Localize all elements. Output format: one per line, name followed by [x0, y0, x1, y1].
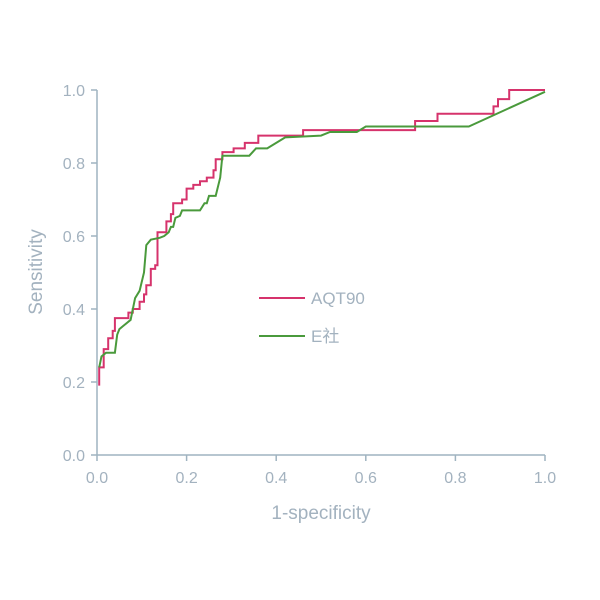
x-tick-label: 1.0	[534, 470, 556, 487]
x-tick-label: 0.4	[265, 470, 287, 487]
y-tick-label: 0.4	[63, 302, 85, 319]
x-ticks: 0.0 0.2 0.4 0.6 0.8 1.0	[86, 455, 556, 487]
series-lines	[98, 89, 546, 386]
y-ticks: 0.0 0.2 0.4 0.6 0.8 1.0	[63, 83, 97, 465]
series-line-e-company	[98, 90, 546, 368]
plot-area: 0.0 0.2 0.4 0.6 0.8 1.0 0.0 0.2 0.4 0.6 0.8 1.0	[63, 83, 556, 487]
x-tick-label: 0.6	[355, 470, 377, 487]
legend-label-aqt90: AQT90	[311, 289, 365, 308]
series-line-aqt90	[98, 89, 545, 386]
y-tick-label: 0.0	[63, 448, 85, 465]
y-tick-label: 0.6	[63, 229, 85, 246]
x-tick-label: 0.0	[86, 470, 108, 487]
x-tick-label: 0.8	[444, 470, 466, 487]
x-tick-label: 0.2	[175, 470, 197, 487]
y-tick-label: 0.8	[63, 156, 85, 173]
legend: AQT90 E社	[259, 289, 365, 346]
y-tick-label: 0.2	[63, 375, 85, 392]
y-tick-label: 1.0	[63, 83, 85, 100]
y-axis-label: Sensitivity	[26, 229, 47, 315]
legend-label-e-company: E社	[311, 327, 339, 346]
x-axis-label: 1-specificity	[271, 503, 371, 524]
